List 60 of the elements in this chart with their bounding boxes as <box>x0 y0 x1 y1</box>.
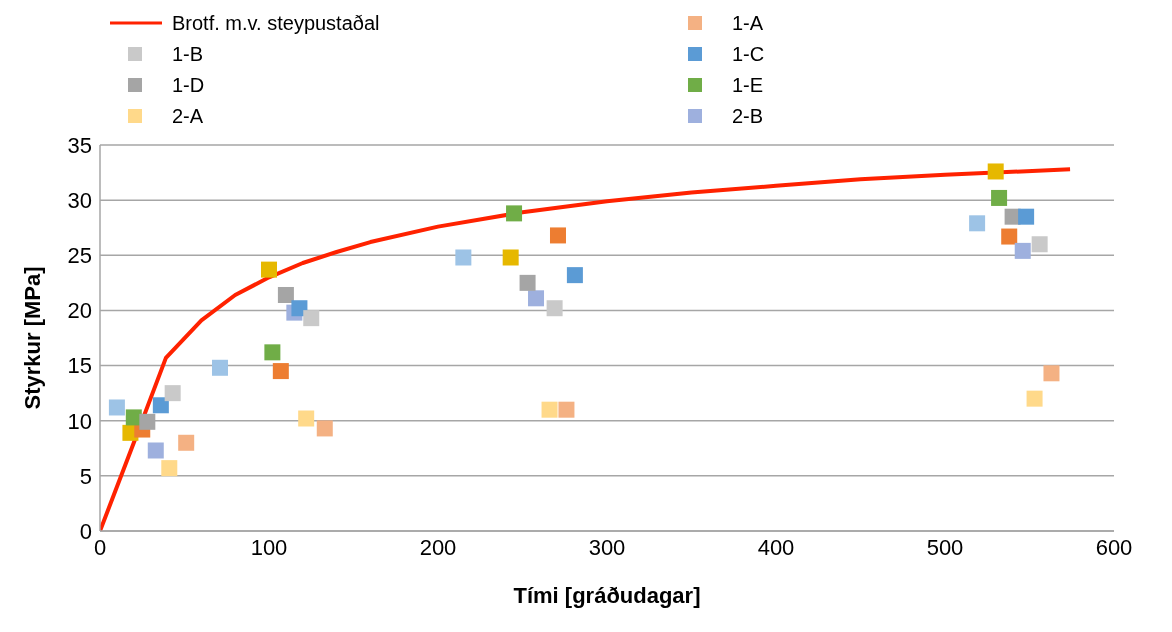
point <box>502 249 519 266</box>
y-tick-label: 30 <box>67 187 92 213</box>
point <box>303 310 320 327</box>
y-tick-label: 25 <box>67 243 92 269</box>
x-tick-label: 200 <box>419 534 457 560</box>
point <box>291 300 308 317</box>
point <box>506 205 523 222</box>
legend-label: 1-A <box>732 11 764 35</box>
legend-label: 1-C <box>732 42 765 66</box>
point <box>969 215 986 232</box>
point <box>211 359 228 376</box>
y-tick-label: 35 <box>67 132 92 158</box>
point <box>455 249 472 266</box>
point <box>316 420 333 437</box>
point <box>298 410 315 427</box>
legend-label: 1-E <box>732 73 764 97</box>
legend-label: 2-B <box>732 104 764 128</box>
point <box>541 401 558 418</box>
point <box>264 344 281 361</box>
point <box>558 401 575 418</box>
y-tick-label: 15 <box>67 353 92 379</box>
x-tick-label: 100 <box>250 534 288 560</box>
x-tick-label: 300 <box>588 534 626 560</box>
y-tick-label: 5 <box>79 463 92 489</box>
point <box>987 163 1004 180</box>
point <box>147 442 164 459</box>
point <box>566 267 583 284</box>
point <box>1026 390 1043 407</box>
point <box>528 290 545 307</box>
y-axis-title: Styrkur [MPa] <box>19 266 45 410</box>
point <box>277 286 294 303</box>
point <box>1043 365 1060 382</box>
legend-label: 1-D <box>172 73 205 97</box>
point <box>519 274 536 291</box>
point <box>139 413 156 430</box>
x-tick-label: 400 <box>757 534 795 560</box>
line-series <box>100 167 1073 531</box>
legend-label: 2-A <box>172 104 204 128</box>
point <box>272 363 289 380</box>
y-tick-label: 0 <box>79 518 92 544</box>
point <box>108 399 125 416</box>
legend-label: Brotf. m.v. steypustaðal <box>172 11 380 35</box>
y-tick-label: 10 <box>67 408 92 434</box>
point <box>161 460 178 477</box>
point <box>261 261 277 278</box>
point <box>1018 208 1035 225</box>
point <box>546 300 563 317</box>
point <box>991 189 1008 206</box>
point <box>164 385 181 402</box>
x-axis-title: Tími [gráðudagar] <box>513 583 701 608</box>
point <box>178 434 195 451</box>
point <box>1031 236 1048 253</box>
point <box>152 397 169 414</box>
point <box>549 227 566 244</box>
x-tick-label: 500 <box>926 534 964 560</box>
legend-label: 1-B <box>172 42 204 66</box>
y-tick-label: 20 <box>67 298 92 324</box>
x-tick-label: 600 <box>1095 534 1133 560</box>
point <box>1014 242 1031 259</box>
point <box>1001 228 1018 245</box>
